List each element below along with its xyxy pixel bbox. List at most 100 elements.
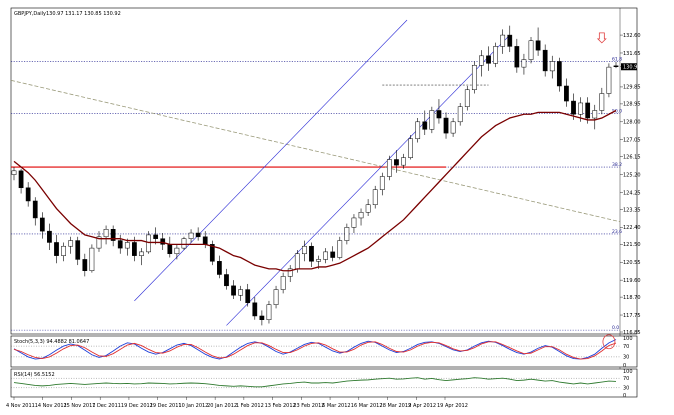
candle-body (174, 247, 180, 255)
candle-body (96, 236, 102, 249)
price-tick-label: 123.35 (623, 207, 641, 213)
price-tick-label: 128.95 (623, 102, 641, 108)
candle-body (521, 59, 527, 68)
time-tick-label: 1 Feb 2012 (236, 403, 264, 409)
candle-body (75, 240, 81, 260)
candle-body (415, 121, 421, 140)
annotation-circle (602, 334, 616, 350)
candle-body (330, 251, 336, 258)
candle-body (110, 229, 116, 241)
candle-body (231, 285, 236, 296)
time-tick-label: 29 Dec 2011 (150, 403, 182, 409)
candle-body (422, 121, 428, 130)
candle-body (117, 240, 123, 249)
candle-body (294, 253, 300, 270)
candle-body (18, 170, 24, 189)
current-price-marker (621, 63, 637, 71)
candle-body (372, 189, 378, 205)
candle-body (379, 176, 385, 190)
fib-level-label: 0.0 (612, 325, 619, 331)
candle-body (82, 259, 88, 271)
fib-level-label: 61.8 (612, 56, 622, 62)
candle-body (578, 102, 583, 115)
time-tick-label: 6 Mar 2012 (322, 403, 351, 409)
candle-body (471, 64, 477, 91)
candle-body (202, 236, 208, 245)
stoch-tick-label: 70 (623, 344, 629, 350)
candle-body (280, 276, 286, 290)
price-tick-label: 124.25 (623, 190, 641, 196)
candle-body (549, 61, 555, 72)
time-tick-label: 20 Jan 2012 (207, 403, 237, 409)
current-price-label: 130.92 (623, 65, 641, 71)
rsi-tick-label: 30 (623, 386, 629, 392)
candle-body (500, 34, 506, 47)
candle-body (457, 106, 463, 123)
price-tick-label: 126.15 (623, 154, 641, 160)
candle-body (259, 315, 265, 320)
candle-body (571, 100, 576, 115)
candle-body (337, 240, 343, 258)
candle-body (54, 242, 59, 256)
candle-body (209, 244, 215, 262)
candle-body (89, 247, 95, 271)
candle-body (365, 204, 371, 213)
price-tick-label: 125.20 (623, 172, 641, 178)
candle-body (528, 40, 534, 60)
moving-average-line (13, 109, 617, 272)
time-tick-label: 19 Dec 2011 (121, 403, 153, 409)
time-tick-label: 25 Nov 2011 (63, 403, 95, 409)
price-tick-label: 131.65 (623, 51, 641, 57)
candle-body (217, 261, 222, 275)
candle-body (195, 232, 201, 238)
candle-body (25, 187, 31, 202)
candle-body (124, 242, 130, 249)
time-tick-label: 28 Mar 2012 (380, 403, 412, 409)
candle-body (167, 244, 173, 255)
stoch-tick-label: 30 (623, 355, 629, 361)
ohlc-readout: 130.97 131.17 130.85 130.92 (46, 11, 121, 17)
price-tick-label: 128.00 (623, 120, 641, 126)
candle-body (564, 85, 569, 102)
annotation-arrow (596, 32, 607, 44)
candle-body (599, 93, 605, 111)
candle-body (450, 121, 456, 134)
price-tick-label: 129.85 (623, 85, 641, 91)
candle-body (160, 238, 166, 245)
candle-body (436, 110, 442, 119)
stochastic-panel[interactable]: 100 70 30 0 (11, 334, 633, 369)
candle-body (542, 49, 548, 72)
candle-body (32, 200, 38, 219)
candle-body (103, 229, 109, 238)
candle-body (429, 110, 435, 130)
candle-body (139, 251, 144, 256)
stoch-title: Stoch(5,3,3) 94.4882 81.0647 (14, 339, 89, 345)
candle-body (238, 289, 244, 296)
stoch-signal-line (13, 341, 617, 360)
price-tick-label: 118.70 (623, 295, 641, 301)
fib-level-label: 23.6 (612, 229, 622, 235)
rsi-tick-label: 100 (623, 369, 633, 375)
candle-body (479, 55, 484, 66)
candle-body (606, 66, 612, 94)
time-tick-label: 10 Jan 2012 (178, 403, 208, 409)
candle-body (344, 227, 350, 241)
candle-body (309, 245, 314, 262)
main-price-panel[interactable]: 132.60 131.65 130.92 129.85 128.95 128.00 127.… (10, 19, 641, 336)
stoch-tick-label: 0 (623, 363, 626, 369)
candle-body (613, 65, 619, 68)
price-tick-label: 119.60 (623, 278, 641, 284)
candle-body (188, 232, 194, 239)
price-tick-label: 121.50 (623, 242, 641, 248)
candle-body (181, 238, 187, 249)
candle-body (323, 251, 328, 260)
candle-body (68, 240, 74, 247)
candle-body (408, 138, 413, 158)
candle-body (224, 274, 229, 287)
price-tick-label: 120.55 (623, 260, 641, 266)
candle-body (507, 34, 513, 47)
